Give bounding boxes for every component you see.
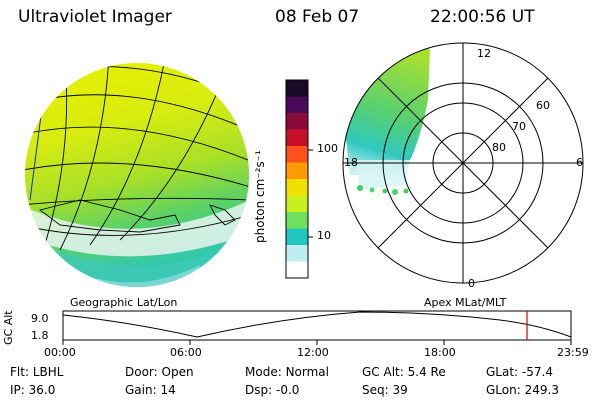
lat-label-80: 80 xyxy=(492,141,506,154)
colorbar-frame xyxy=(285,79,309,279)
status-flt: Flt: LBHL xyxy=(10,365,64,379)
mlt-label-0: 0 xyxy=(468,277,475,290)
orbit-ytick-high: 9.0 xyxy=(31,312,49,325)
colorbar-swatch xyxy=(286,80,308,97)
mlt-label-12: 12 xyxy=(477,47,491,60)
orbit-axis-label: GC Alt xyxy=(2,310,15,345)
colorbar-label: photon cm⁻²s⁻¹ xyxy=(253,150,267,243)
colorbar-swatch xyxy=(286,113,308,130)
orbit-xtick-1200: 12:00 xyxy=(297,346,329,359)
mlt-label-6: 6 xyxy=(576,156,583,169)
status-gain: Gain: 14 xyxy=(125,383,176,397)
status-door: Door: Open xyxy=(125,365,194,379)
colorbar-swatch xyxy=(286,146,308,163)
date-label: 08 Feb 07 xyxy=(275,7,360,27)
colorbar-swatch xyxy=(286,162,308,180)
status-gc-alt: GC Alt: 5.4 Re xyxy=(362,365,446,379)
colorbar-swatch xyxy=(286,96,308,114)
status-glon: GLon: 249.3 xyxy=(486,383,559,397)
status-glat: GLat: -57.4 xyxy=(486,365,553,379)
lat-label-60: 60 xyxy=(536,99,550,112)
lat-label-70: 70 xyxy=(512,120,526,133)
colorbar-swatch xyxy=(286,129,308,147)
colorbar-swatch xyxy=(286,245,308,262)
status-mode: Mode: Normal xyxy=(245,365,329,379)
orbit-altitude-plot xyxy=(62,310,572,345)
orbit-ytick-low: 1.8 xyxy=(31,329,49,342)
colorbar-swatch xyxy=(286,212,308,229)
colorbar-swatch xyxy=(286,261,308,279)
orbit-left-title: Geographic Lat/Lon xyxy=(70,296,178,309)
polar-plot xyxy=(342,42,584,284)
colorbar-tick-10: 10 xyxy=(317,229,331,242)
orbit-xtick-0600: 06:00 xyxy=(170,346,202,359)
mlt-label-18: 18 xyxy=(344,156,358,169)
colorbar-tick-100: 100 xyxy=(317,142,338,155)
colorbar-swatch xyxy=(286,179,308,196)
time-label: 22:00:56 UT xyxy=(430,7,535,27)
instrument-title: Ultraviolet Imager xyxy=(18,7,172,27)
colorbar-swatch xyxy=(286,195,308,213)
status-dsp: Dsp: -0.0 xyxy=(245,383,300,397)
earth-image xyxy=(25,63,249,287)
status-seq: Seq: 39 xyxy=(362,383,408,397)
colorbar-swatch xyxy=(286,228,308,246)
orbit-xtick-0000: 00:00 xyxy=(44,346,76,359)
color-scale-bar xyxy=(285,79,313,279)
orbit-xtick-2359: 23:59 xyxy=(557,346,589,359)
status-ip: IP: 36.0 xyxy=(10,383,56,397)
orbit-right-title: Apex MLat/MLT xyxy=(424,296,507,309)
orbit-xtick-1800: 18:00 xyxy=(424,346,456,359)
